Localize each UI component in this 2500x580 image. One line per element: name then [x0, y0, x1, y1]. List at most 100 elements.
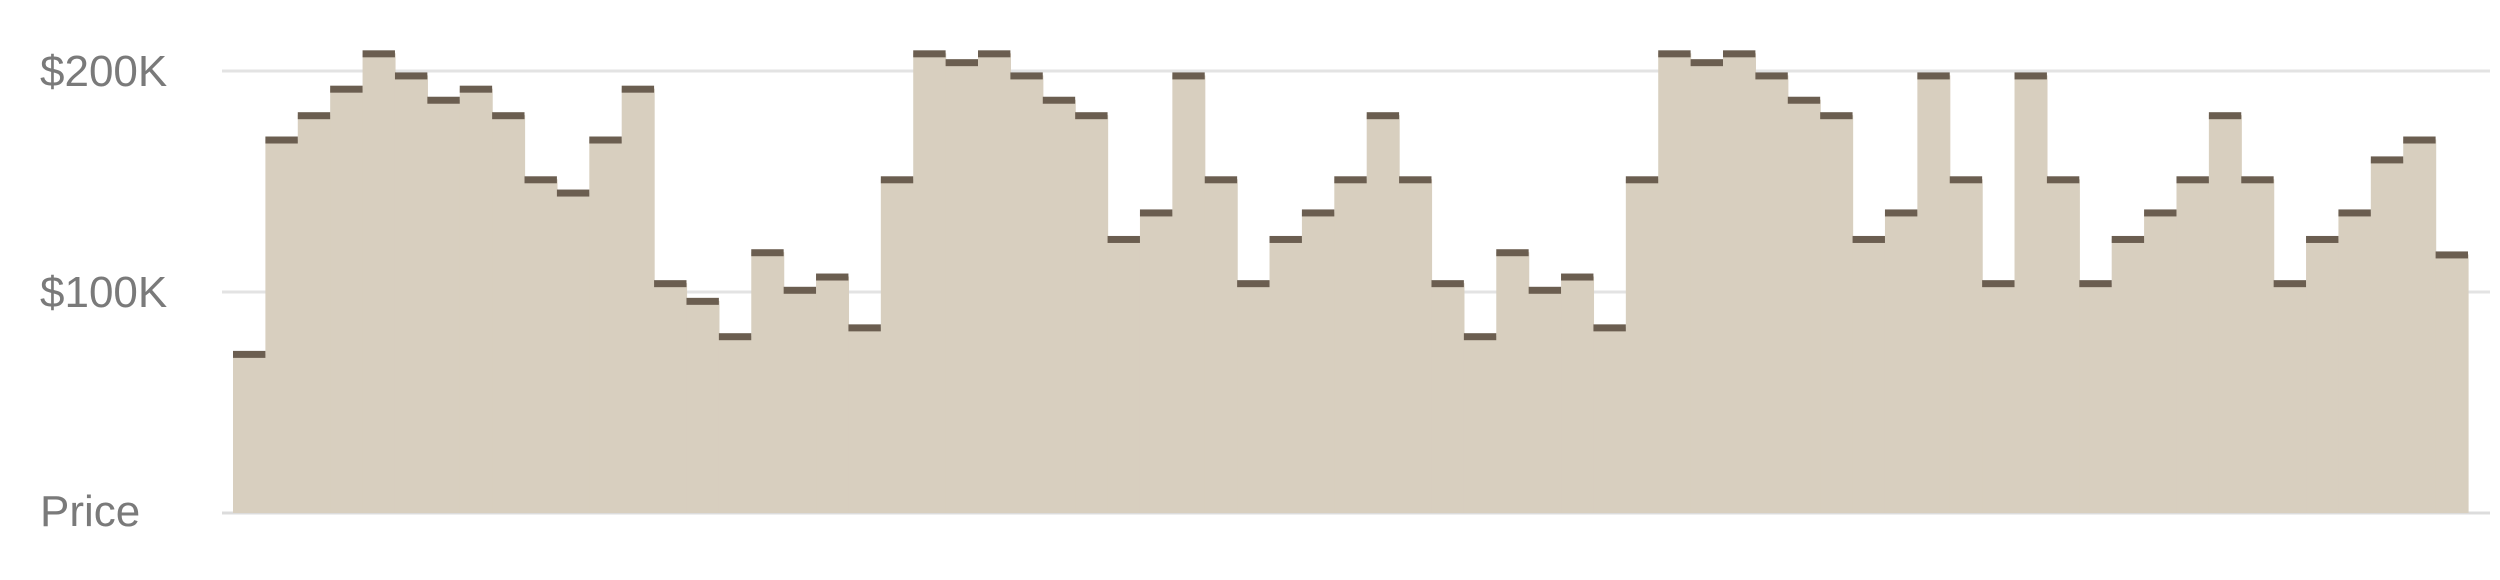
- bar-67: [2403, 139, 2437, 513]
- bar-cap-57: [2079, 280, 2112, 288]
- bar-cap-24: [1010, 72, 1043, 80]
- bar-12: [621, 88, 655, 514]
- bar-2: [297, 115, 331, 513]
- bar-cap-62: [2241, 176, 2274, 184]
- bar-13: [654, 283, 688, 513]
- bar-24: [1010, 75, 1044, 514]
- bar-cap-5: [394, 72, 428, 80]
- bar-cap-60: [2176, 176, 2209, 184]
- y-tick-label-0: $100K: [40, 268, 167, 317]
- bar-cap-23: [978, 50, 1011, 58]
- bar-38: [1463, 336, 1497, 513]
- bar-caps: [233, 50, 2468, 358]
- bar-60: [2176, 179, 2210, 514]
- bar-18: [816, 276, 850, 513]
- bar-cap-14: [686, 297, 719, 305]
- bar-29: [1172, 75, 1206, 514]
- bar-cap-20: [880, 176, 914, 184]
- bar-cap-68: [2435, 251, 2468, 259]
- bar-52: [1917, 75, 1951, 514]
- bar-37: [1431, 283, 1465, 513]
- bar-48: [1787, 99, 1821, 513]
- bar-cap-64: [2306, 235, 2339, 243]
- bar-28: [1139, 212, 1173, 513]
- bar-20: [880, 179, 914, 514]
- bar-3: [330, 88, 364, 514]
- bar-26: [1075, 115, 1109, 513]
- y-tick-label-1: $200K: [40, 47, 167, 96]
- bar-cap-55: [2014, 72, 2047, 80]
- bar-64: [2306, 238, 2340, 513]
- bar-cap-7: [459, 85, 493, 93]
- bar-cap-26: [1075, 112, 1108, 120]
- bar-cap-0: [233, 350, 266, 358]
- bar-cap-9: [524, 176, 557, 184]
- bar-cap-47: [1755, 72, 1788, 80]
- bar-cap-66: [2370, 156, 2404, 164]
- bar-42: [1593, 327, 1627, 513]
- bar-51: [1884, 212, 1918, 513]
- bar-cap-6: [427, 96, 460, 104]
- bar-4: [362, 53, 396, 513]
- bar-cap-53: [1949, 176, 1983, 184]
- bar-39: [1496, 252, 1530, 513]
- bar-cap-45: [1690, 59, 1723, 67]
- bar-14: [686, 300, 720, 513]
- bar-22: [945, 62, 979, 513]
- bar-cap-29: [1172, 72, 1205, 80]
- bar-cap-32: [1269, 235, 1302, 243]
- bar-cap-2: [297, 112, 331, 120]
- bar-66: [2370, 159, 2404, 513]
- bar-54: [1982, 283, 2016, 513]
- bar-cap-34: [1334, 176, 1367, 184]
- bar-17: [783, 289, 817, 513]
- bar-cap-38: [1463, 333, 1497, 341]
- bar-31: [1237, 283, 1271, 513]
- bar-cap-59: [2144, 209, 2177, 217]
- bar-6: [427, 99, 461, 513]
- bar-30: [1204, 179, 1238, 514]
- bar-cap-35: [1366, 112, 1400, 120]
- bar-cap-43: [1625, 176, 1659, 184]
- bar-56: [2046, 179, 2080, 514]
- bar-59: [2144, 212, 2178, 513]
- bar-cap-42: [1593, 324, 1626, 332]
- bar-cap-28: [1139, 209, 1173, 217]
- bar-cap-17: [783, 286, 817, 294]
- bar-cap-39: [1496, 249, 1529, 257]
- bar-cap-37: [1431, 280, 1464, 288]
- bar-19: [848, 327, 882, 513]
- bar-cap-10: [556, 189, 590, 197]
- bar-34: [1334, 179, 1368, 514]
- bar-33: [1301, 212, 1335, 513]
- bar-cap-67: [2403, 136, 2436, 144]
- bar-cap-36: [1399, 176, 1432, 184]
- bar-15: [718, 336, 752, 513]
- bar-cap-48: [1787, 96, 1821, 104]
- bar-63: [2273, 283, 2307, 513]
- bar-36: [1399, 179, 1433, 514]
- bar-25: [1042, 99, 1076, 513]
- bar-23: [978, 53, 1011, 513]
- bar-cap-25: [1042, 96, 1076, 104]
- bar-50: [1852, 238, 1886, 513]
- bar-cap-30: [1204, 176, 1238, 184]
- bar-cap-15: [718, 333, 752, 341]
- bar-cap-65: [2338, 209, 2371, 217]
- bar-cap-22: [945, 59, 978, 67]
- bar-cap-33: [1301, 209, 1335, 217]
- bar-43: [1625, 179, 1659, 514]
- bar-cap-3: [330, 85, 363, 93]
- bar-cap-27: [1107, 235, 1140, 243]
- bar-cap-44: [1658, 50, 1691, 58]
- bar-cap-31: [1237, 280, 1270, 288]
- bar-32: [1269, 238, 1303, 513]
- bar-58: [2111, 238, 2145, 513]
- bar-cap-11: [589, 136, 622, 144]
- bar-55: [2014, 75, 2048, 514]
- bar-41: [1561, 276, 1595, 513]
- bar-10: [556, 192, 590, 514]
- bar-cap-40: [1528, 286, 1562, 294]
- bar-0: [233, 353, 266, 513]
